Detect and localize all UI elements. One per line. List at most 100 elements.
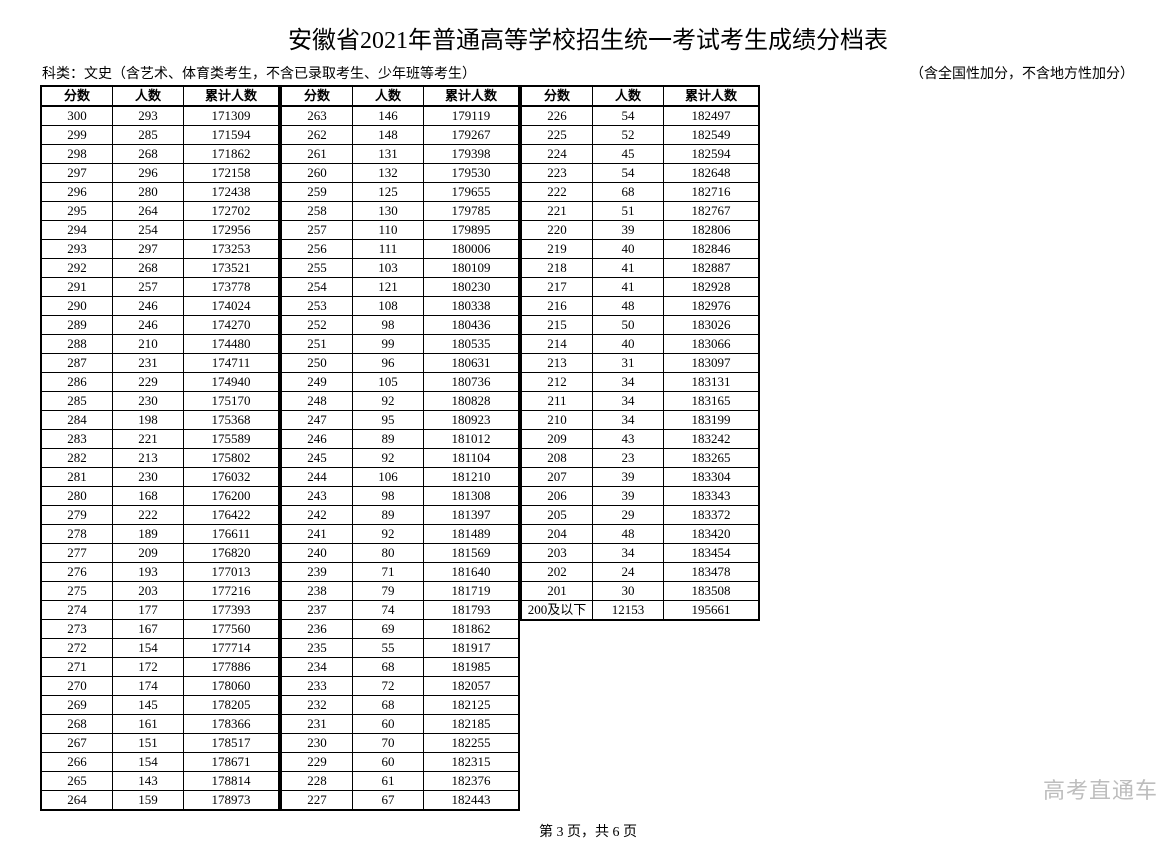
table-cell: 175170 (184, 392, 280, 411)
table-cell: 250 (281, 354, 353, 373)
table-cell: 182767 (664, 202, 760, 221)
table-cell: 110 (353, 221, 424, 240)
table-row: 23774181793 (281, 601, 519, 620)
table-cell: 179267 (424, 126, 520, 145)
table-row: 23268182125 (281, 696, 519, 715)
table-row: 287231174711 (41, 354, 279, 373)
table-row: 21550183026 (521, 316, 759, 335)
table-cell: 272 (41, 639, 113, 658)
table-header: 累计人数 (664, 86, 760, 106)
table-row: 23669181862 (281, 620, 519, 639)
table-row: 20130183508 (521, 582, 759, 601)
table-cell: 172158 (184, 164, 280, 183)
table-cell: 80 (353, 544, 424, 563)
table-cell: 24 (593, 563, 664, 582)
table-row: 266154178671 (41, 753, 279, 772)
table-cell: 299 (41, 126, 113, 145)
table-row: 23468181985 (281, 658, 519, 677)
table-cell: 154 (113, 753, 184, 772)
table-cell: 239 (281, 563, 353, 582)
table-cell: 176200 (184, 487, 280, 506)
page-footer: 第 3 页，共 6 页 (40, 821, 1136, 841)
table-row: 20739183304 (521, 468, 759, 487)
table-cell: 215 (521, 316, 593, 335)
table-cell: 230 (113, 468, 184, 487)
table-cell: 284 (41, 411, 113, 430)
table-row: 269145178205 (41, 696, 279, 715)
table-cell: 40 (593, 335, 664, 354)
table-row: 253108180338 (281, 297, 519, 316)
table-cell: 270 (41, 677, 113, 696)
table-cell: 240 (281, 544, 353, 563)
table-cell: 30 (593, 582, 664, 601)
table-cell: 183165 (664, 392, 760, 411)
table-cell: 183454 (664, 544, 760, 563)
table-cell: 179785 (424, 202, 520, 221)
table-row: 264159178973 (41, 791, 279, 811)
table-cell: 92 (353, 392, 424, 411)
table-cell: 180436 (424, 316, 520, 335)
table-row: 23070182255 (281, 734, 519, 753)
table-cell: 283 (41, 430, 113, 449)
table-row: 281230176032 (41, 468, 279, 487)
table-cell: 293 (41, 240, 113, 259)
table-cell: 220 (521, 221, 593, 240)
table-cell: 206 (521, 487, 593, 506)
table-cell: 179655 (424, 183, 520, 202)
table-cell: 55 (353, 639, 424, 658)
table-cell: 178517 (184, 734, 280, 753)
table-cell: 269 (41, 696, 113, 715)
table-cell: 209 (113, 544, 184, 563)
table-cell: 182716 (664, 183, 760, 202)
table-cell: 31 (593, 354, 664, 373)
table-cell: 89 (353, 430, 424, 449)
table-cell: 258 (281, 202, 353, 221)
table-cell: 235 (281, 639, 353, 658)
table-cell: 201 (521, 582, 593, 601)
table-cell: 255 (281, 259, 353, 278)
table-row: 22268182716 (521, 183, 759, 202)
table-cell: 205 (521, 506, 593, 525)
table-row: 21331183097 (521, 354, 759, 373)
table-cell: 48 (593, 297, 664, 316)
table-cell: 180230 (424, 278, 520, 297)
table-row: 261131179398 (281, 145, 519, 164)
table-row: 22039182806 (521, 221, 759, 240)
table-cell: 274 (41, 601, 113, 620)
table-cell: 230 (281, 734, 353, 753)
table-cell: 183508 (664, 582, 760, 601)
table-cell: 282 (41, 449, 113, 468)
table-cell: 254 (113, 221, 184, 240)
table-row: 23971181640 (281, 563, 519, 582)
table-cell: 92 (353, 525, 424, 544)
table-row: 24192181489 (281, 525, 519, 544)
table-cell: 177013 (184, 563, 280, 582)
table-cell: 121 (353, 278, 424, 297)
table-cell: 178671 (184, 753, 280, 772)
table-cell: 68 (353, 696, 424, 715)
table-cell: 183242 (664, 430, 760, 449)
table-row: 22861182376 (281, 772, 519, 791)
table-cell: 227 (281, 791, 353, 811)
table-cell: 171594 (184, 126, 280, 145)
table-row: 271172177886 (41, 658, 279, 677)
table-cell: 98 (353, 316, 424, 335)
table-row: 25298180436 (281, 316, 519, 335)
table-cell: 181985 (424, 658, 520, 677)
table-cell: 298 (41, 145, 113, 164)
table-cell: 268 (113, 259, 184, 278)
table-row: 273167177560 (41, 620, 279, 639)
table-cell: 60 (353, 715, 424, 734)
table-row: 300293171309 (41, 106, 279, 126)
table-header: 累计人数 (184, 86, 280, 106)
table-cell: 213 (521, 354, 593, 373)
table-cell: 182928 (664, 278, 760, 297)
table-cell: 159 (113, 791, 184, 811)
table-cell: 292 (41, 259, 113, 278)
table-cell: 48 (593, 525, 664, 544)
table-cell: 210 (113, 335, 184, 354)
table-cell: 45 (593, 145, 664, 164)
table-cell: 54 (593, 164, 664, 183)
table-row: 288210174480 (41, 335, 279, 354)
table-cell: 278 (41, 525, 113, 544)
